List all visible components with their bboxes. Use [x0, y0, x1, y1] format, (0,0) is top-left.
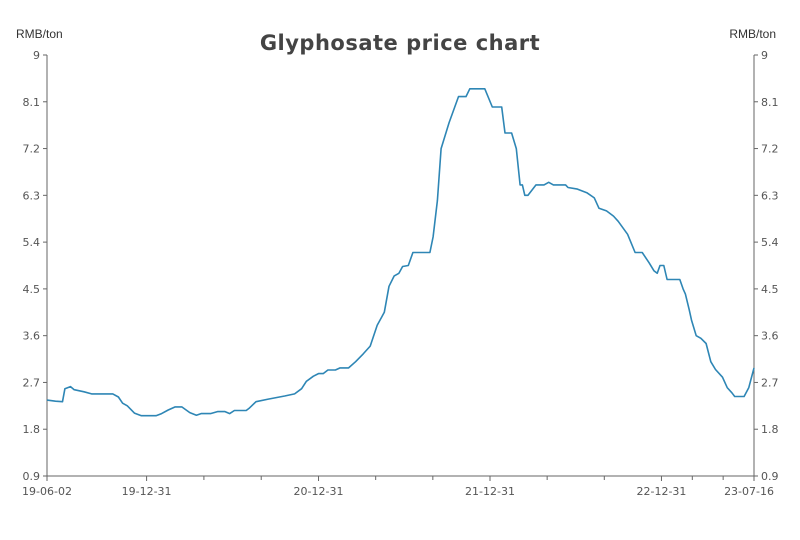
x-tick-label: 19-12-31 [122, 485, 172, 498]
y-tick-label-right: 2.7 [761, 376, 779, 389]
price-series-line [46, 88, 755, 417]
y-tick-label-right: 9 [761, 49, 768, 62]
y-tick-label-right: 8.1 [761, 96, 779, 109]
y-tick-label-right: 3.6 [761, 330, 779, 343]
chart-title: Glyphosate price chart [260, 31, 540, 55]
x-tick-label: 20-12-31 [294, 485, 344, 498]
x-axis-ticks: 19-06-02 19-12-31 20-12-31 21-12-31 22-12-31… [22, 476, 774, 498]
y-tick-label-right: 6.3 [761, 189, 779, 202]
y-tick-label-left: 5.4 [23, 236, 41, 249]
x-tick-label: 21-12-31 [465, 485, 515, 498]
y-tick-label-left: 6.3 [23, 189, 41, 202]
y-tick-label-right: 4.5 [761, 283, 779, 296]
y-tick-label-right: 5.4 [761, 236, 779, 249]
x-tick-label: 19-06-02 [22, 485, 72, 498]
y-tick-label-left: 1.8 [23, 423, 41, 436]
y-tick-label-left: 2.7 [23, 376, 41, 389]
y-tick-label-left: 0.9 [23, 470, 41, 483]
right-axis-unit: RMB/ton [729, 27, 776, 41]
y-tick-label-left: 8.1 [23, 96, 41, 109]
x-tick-label: 22-12-31 [636, 485, 686, 498]
y-tick-label-left: 9 [33, 49, 40, 62]
y-axis-ticks: 0.9 0.9 1.8 1.8 2.7 2.7 3.6 3.6 4.5 4.5 5.4 5.4 6.3 6… [23, 49, 779, 483]
y-tick-label-right: 7.2 [761, 143, 779, 156]
y-tick-label-right: 1.8 [761, 423, 779, 436]
y-tick-label-left: 7.2 [23, 143, 41, 156]
y-tick-label-right: 0.9 [761, 470, 779, 483]
left-axis-unit: RMB/ton [16, 27, 63, 41]
x-tick-label: 23-07-16 [724, 485, 774, 498]
y-tick-label-left: 4.5 [23, 283, 41, 296]
y-tick-label-left: 3.6 [23, 330, 41, 343]
